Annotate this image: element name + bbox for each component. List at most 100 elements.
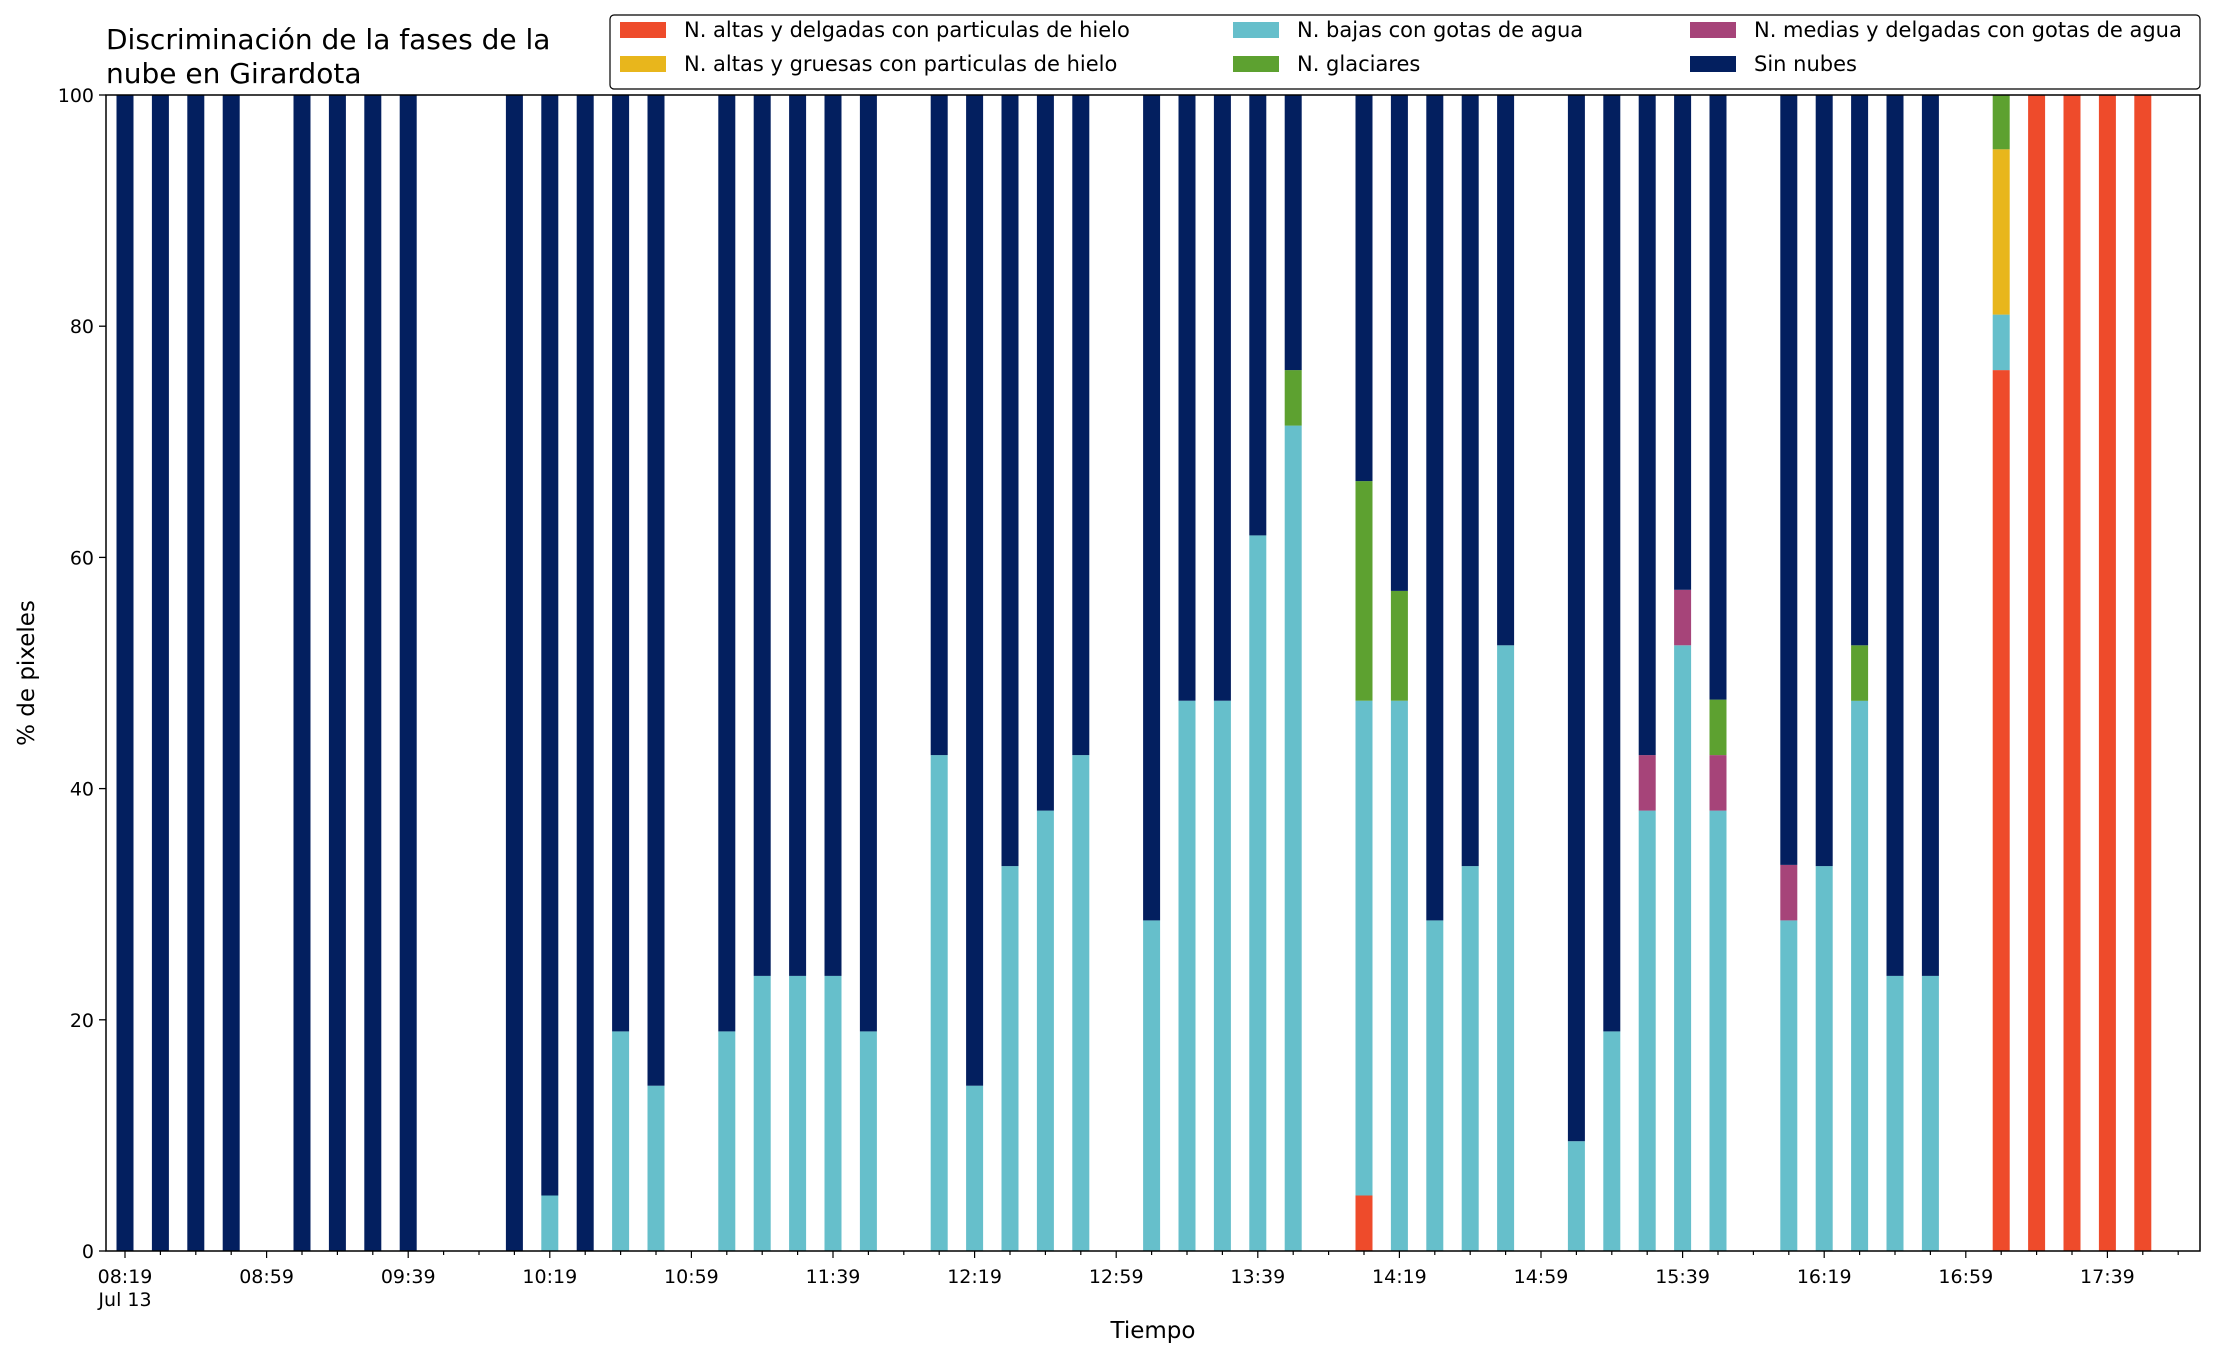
bar-segment-1239-s5 [1036,95,1054,811]
bar-segment-1139-s1 [824,975,842,1251]
bar-segment-1139-s5 [824,95,842,976]
bar-segment-1609-s5 [1780,95,1798,865]
x-tick-label-0939: 09:39 [381,1266,436,1288]
bar-segment-1529-s2 [1638,755,1656,811]
x-tick-label-1539: 15:39 [1655,1266,1710,1288]
chart-title: Discriminación de la fases de la nube en… [106,23,550,90]
legend-swatch-4 [1690,22,1736,38]
y-tick-label-40: 40 [70,779,94,801]
bar-segment-1119-s5 [753,95,771,976]
bar-segment-0849-s5 [222,95,240,1251]
bar-segment-1129-s1 [789,975,807,1251]
chart-title-line-2: nube en Girardota [106,57,361,90]
legend-label-4: N. medias y delgadas con gotas de agua [1754,18,2182,42]
bar-segment-1039-s1 [612,1031,630,1251]
bar-segment-1519-s5 [1603,95,1621,1032]
y-tick-label-100: 100 [58,85,94,107]
bar-segment-1039-s5 [612,95,630,1032]
bar-segment-1019-s5 [541,95,559,1196]
bar-segment-1739-s0 [2098,95,2116,1251]
bar-segment-1509-s5 [1567,95,1585,1142]
bar-segment-1219-s1 [966,1085,984,1251]
bar-segment-1539-s2 [1674,589,1692,646]
bar-segment-1549-s4 [1709,699,1727,756]
bar-segment-0829-s5 [151,95,169,1251]
bar-segment-1539-s5 [1674,95,1692,590]
legend-frame [609,14,2201,90]
bar-segment-1719-s0 [2028,95,2046,1251]
bar-segment-0819-s5 [116,95,134,1251]
legend-label-3: N. glaciares [1297,52,1420,76]
bar-segment-1349-s4 [1284,370,1302,426]
bar-segment-1549-s5 [1709,95,1727,700]
x-tick-label-1139: 11:39 [806,1266,861,1288]
bar-segment-1329-s1 [1213,700,1231,1251]
bar-segment-1609-s2 [1780,864,1798,921]
bar-segment-0939-s5 [399,95,417,1251]
bar-segment-1119-s1 [753,975,771,1251]
bar-segment-0929-s5 [364,95,382,1251]
bars-layer [116,95,2152,1252]
bar-segment-1409-s0 [1355,1195,1373,1251]
bar-segment-1649-s1 [1921,975,1939,1251]
bar-segment-1439-s5 [1461,95,1479,867]
x-tick-label-1459: 14:59 [1514,1266,1569,1288]
bar-segment-1549-s2 [1709,755,1727,811]
bar-segment-1349-s5 [1284,95,1302,371]
bar-segment-1309-s1 [1143,920,1161,1251]
bar-segment-1339-s1 [1249,535,1267,1251]
x-tick-label-1259: 12:59 [1089,1266,1144,1288]
bar-segment-1619-s1 [1815,866,1833,1251]
bar-segment-1229-s1 [1001,866,1019,1251]
bar-segment-1419-s4 [1390,590,1408,701]
bar-segment-1709-s1 [1992,314,2010,371]
bar-segment-1429-s5 [1426,95,1444,921]
bar-segment-1249-s5 [1072,95,1090,756]
bar-segment-1109-s5 [718,95,736,1032]
x-tick-label-1019: 10:19 [522,1266,577,1288]
bar-segment-0839-s5 [187,95,205,1251]
bar-segment-1419-s1 [1390,700,1408,1251]
legend-swatch-3 [1233,56,1279,72]
bar-segment-1629-s1 [1851,700,1869,1251]
x-tick-label-0819: 08:19 [98,1266,153,1288]
bar-segment-1209-s5 [930,95,948,756]
bar-segment-0919-s5 [328,95,346,1251]
bar-segment-1629-s4 [1851,645,1869,701]
y-tick-label-60: 60 [70,547,94,569]
bar-segment-1749-s0 [2134,95,2152,1251]
bar-segment-1539-s1 [1674,645,1692,1251]
x-axis-label: Tiempo [1110,1318,1196,1344]
x-tick-label-1619: 16:19 [1797,1266,1852,1288]
bar-segment-1709-s4 [1992,95,2010,150]
y-axis-label: % de pixeles [14,600,40,746]
bar-segment-1419-s5 [1390,95,1408,591]
bar-segment-1709-s3 [1992,149,2010,315]
bar-segment-1519-s1 [1603,1031,1621,1251]
bar-segment-1449-s5 [1497,95,1515,646]
bar-segment-1049-s1 [647,1085,665,1251]
bar-segment-1349-s1 [1284,425,1302,1252]
bar-segment-1339-s5 [1249,95,1267,536]
x-tick-label-1659: 16:59 [1938,1266,1993,1288]
y-axis: 0 20 40 60 80 100 [58,85,106,1263]
bar-segment-1129-s5 [789,95,807,976]
bar-segment-1639-s5 [1886,95,1904,976]
legend-label-5: Sin nubes [1754,52,1857,76]
bar-segment-1329-s5 [1213,95,1231,701]
bar-segment-1249-s1 [1072,755,1090,1251]
x-tick-label-1419: 14:19 [1372,1266,1427,1288]
bar-segment-1149-s1 [859,1031,877,1251]
bar-segment-1529-s5 [1638,95,1656,756]
bar-segment-1629-s5 [1851,95,1869,646]
bar-segment-1029-s5 [576,95,594,1251]
bar-segment-1439-s1 [1461,866,1479,1251]
x-date-label: Jul 13 [97,1289,151,1311]
chart-title-line-1: Discriminación de la fases de la [106,23,550,56]
bar-segment-1409-s5 [1355,95,1373,482]
bar-segment-1609-s1 [1780,920,1798,1251]
x-tick-label-1219: 12:19 [947,1266,1002,1288]
legend-swatch-0 [620,22,666,38]
